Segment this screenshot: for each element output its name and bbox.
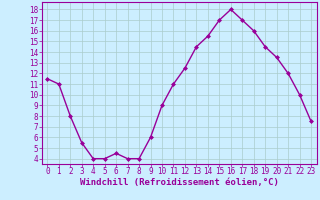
X-axis label: Windchill (Refroidissement éolien,°C): Windchill (Refroidissement éolien,°C) — [80, 178, 279, 187]
